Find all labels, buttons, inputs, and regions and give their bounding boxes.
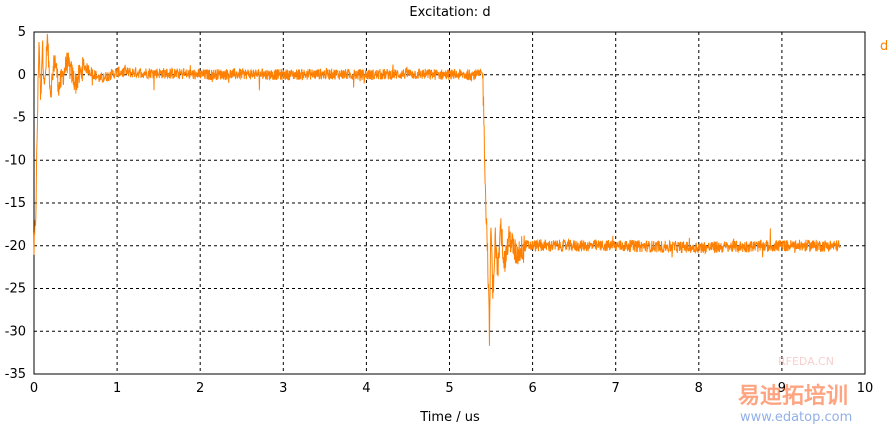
legend-entry-d: d [880, 39, 888, 54]
x-tick-label: 6 [528, 381, 536, 396]
chart-title: Excitation: d [409, 5, 490, 20]
watermark-text-rfeda: RFEDA.CN [778, 355, 834, 368]
x-axis-label: Time / us [419, 410, 480, 425]
data-series-layer [33, 33, 841, 346]
grid [34, 32, 865, 374]
x-tick-label: 10 [857, 381, 874, 396]
x-tick-label: 8 [695, 381, 703, 396]
y-tick-label: -35 [5, 367, 26, 382]
x-tick-label: 1 [113, 381, 121, 396]
x-tick-label: 3 [279, 381, 287, 396]
y-tick-label: -5 [13, 111, 26, 126]
y-tick-label: 0 [18, 68, 26, 83]
x-tick-label: 2 [196, 381, 204, 396]
x-tick-label: 0 [30, 381, 38, 396]
plot-area-frame [33, 31, 866, 375]
watermark: RFEDA.CN 易迪拓培训 www.edatop.com [738, 355, 852, 425]
x-tick-label: 7 [612, 381, 620, 396]
y-tick-label: -25 [5, 282, 26, 297]
y-tick-label: -10 [5, 153, 26, 168]
x-tick-label: 9 [778, 381, 786, 396]
y-tick-labels: 5 0 -5 -10 -15 -20 -25 -30 -35 [5, 25, 26, 382]
x-tick-label: 5 [445, 381, 453, 396]
y-tick-label: -20 [5, 239, 26, 254]
x-tick-label: 4 [362, 381, 370, 396]
x-tick-labels: 0 1 2 3 4 5 6 7 8 9 10 [30, 381, 873, 396]
y-tick-label: 5 [18, 25, 26, 40]
y-tick-label: -15 [5, 196, 26, 211]
y-tick-label: -30 [5, 324, 26, 339]
series-line-d [33, 33, 841, 346]
watermark-text-site: www.edatop.com [740, 410, 852, 425]
watermark-text-training: 易迪拓培训 [738, 383, 848, 409]
